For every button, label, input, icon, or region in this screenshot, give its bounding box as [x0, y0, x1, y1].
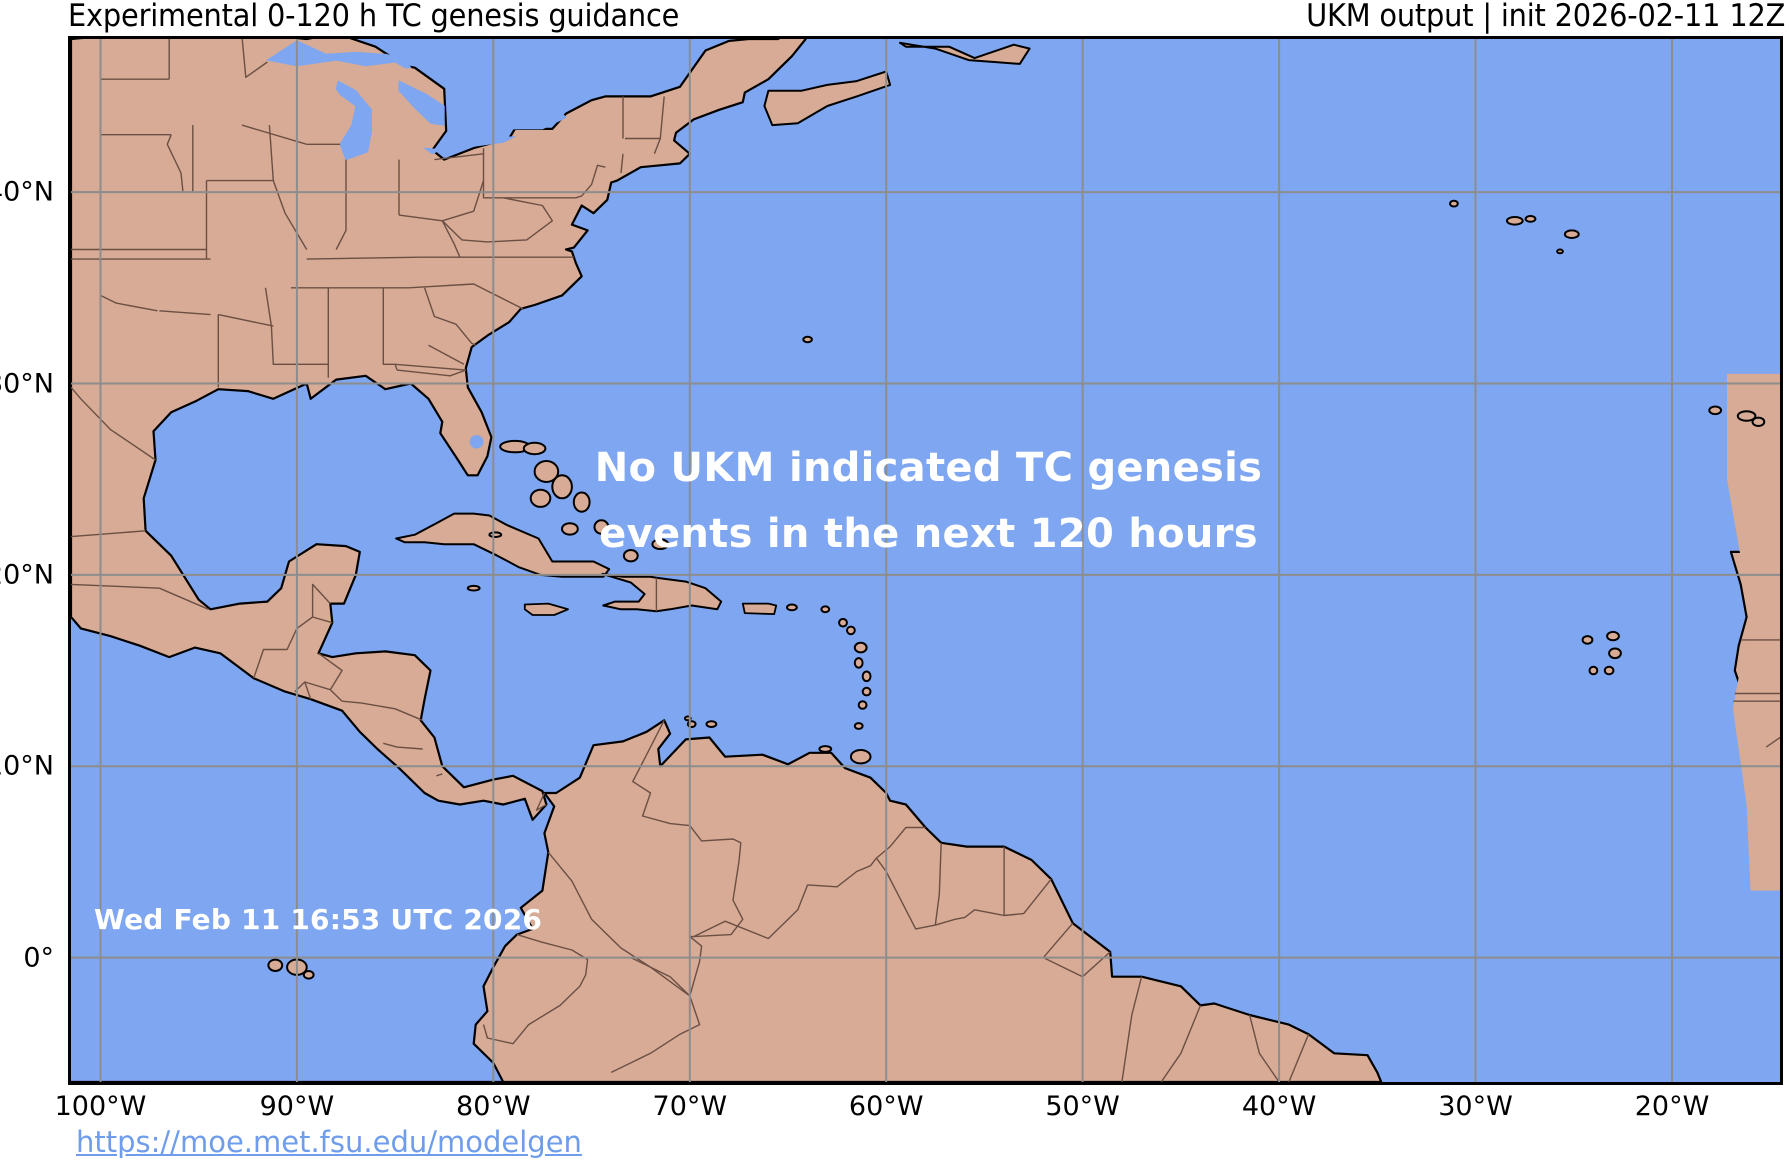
- y-axis-tick-label: 10°N: [0, 750, 54, 782]
- latitude-axis: 40°N 30°N 20°N 10°N 0°: [0, 36, 62, 1085]
- atlantic-basin-map: [71, 39, 1780, 1082]
- graticule-layer: [71, 39, 1780, 1082]
- page-title: Experimental 0-120 h TC genesis guidance: [68, 0, 680, 34]
- x-axis-tick-label: 40°W: [1241, 1091, 1317, 1122]
- x-axis-tick-label: 80°W: [456, 1091, 531, 1122]
- land-layer: [71, 39, 1780, 1082]
- x-axis-tick-label: 50°W: [1045, 1091, 1120, 1122]
- x-axis-tick-label: 100°W: [54, 1091, 147, 1122]
- generated-timestamp: Wed Feb 11 16:53 UTC 2026: [94, 903, 543, 936]
- y-axis-tick-label: 20°N: [0, 559, 54, 591]
- x-axis-tick-label: 20°W: [1634, 1091, 1710, 1122]
- lakes-layer: [266, 40, 567, 449]
- longitude-axis: 100°W 90°W 80°W 70°W 60°W 50°W 40°W 30°W 20°W: [55, 1091, 1783, 1132]
- x-axis-tick-label: 30°W: [1438, 1091, 1513, 1122]
- y-axis-tick-label: 30°N: [0, 368, 54, 399]
- y-axis-tick-label: 0°: [23, 942, 54, 974]
- political-borders-layer: [71, 39, 1780, 1082]
- model-init-label: UKM output | init 2026-02-11 12Z: [1305, 0, 1785, 34]
- x-axis-tick-label: 90°W: [259, 1091, 335, 1122]
- x-axis-tick-label: 70°W: [652, 1091, 728, 1122]
- header: Experimental 0-120 h TC genesis guidance…: [0, 0, 1789, 36]
- y-axis-tick-label: 40°N: [0, 176, 54, 208]
- map-panel[interactable]: No UKM indicated TC genesis events in th…: [68, 36, 1783, 1085]
- source-url-link[interactable]: https://moe.met.fsu.edu/modelgen: [76, 1125, 582, 1159]
- x-axis-tick-label: 60°W: [848, 1091, 924, 1122]
